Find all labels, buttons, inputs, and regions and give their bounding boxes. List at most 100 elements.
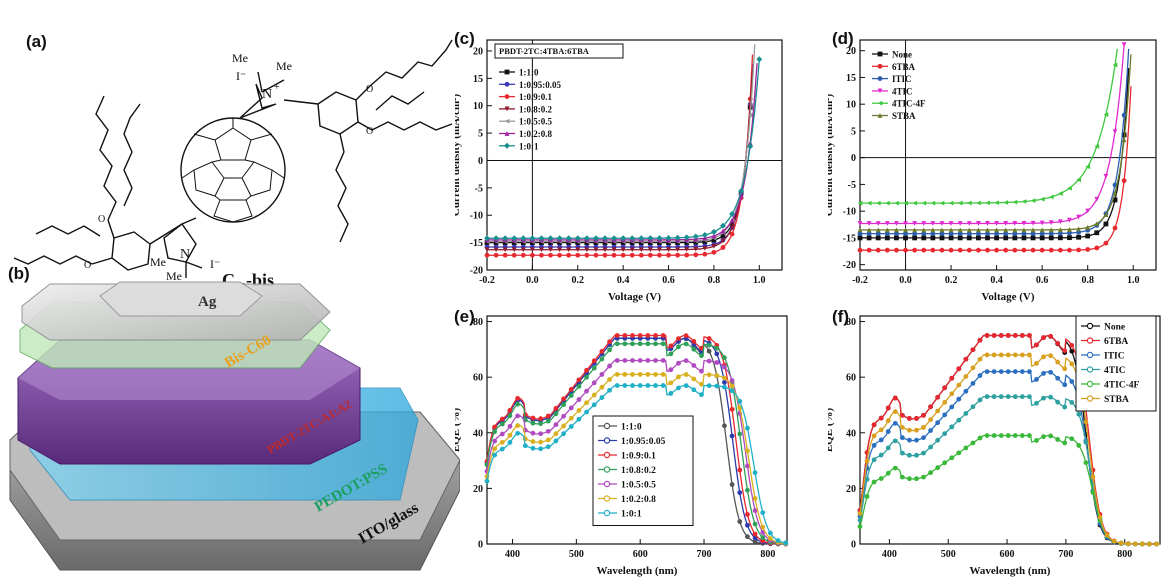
data-point [885,429,891,434]
data-point [1021,231,1027,237]
legend-marker [603,495,611,502]
data-point [921,424,926,430]
data-point [1027,433,1032,438]
data-point [591,402,597,408]
legend-marker [877,113,883,118]
data-point [630,333,635,338]
data-point [1062,382,1068,388]
data-point [921,200,927,206]
data-point [912,235,918,241]
data-point [499,416,505,422]
data-point [1055,375,1061,381]
data-point [939,221,945,226]
data-point [529,252,535,258]
data-point [921,450,926,456]
n-plus-label: N [180,247,190,262]
data-point [1030,220,1036,226]
y-tick-label: 10 [473,101,483,112]
data-point [493,252,499,258]
data-point [985,235,990,241]
legend-label: 1:0.9:0.1 [621,452,656,462]
data-point [1057,191,1063,196]
data-point [1057,247,1063,253]
data-point [1103,221,1109,227]
data-point [539,247,544,253]
data-point [875,235,881,241]
data-point [493,247,499,253]
data-point [970,347,976,353]
n-plus-label: N [262,87,272,102]
data-point [676,385,681,391]
data-point [706,372,712,378]
data-point [502,235,509,242]
data-point [878,452,884,458]
plot-frame [859,39,1157,271]
data-point [871,422,877,428]
data-point [553,431,559,437]
data-point [729,225,735,231]
data-point [599,372,605,377]
data-point [499,446,505,452]
fullerene-cage [180,117,286,223]
benzene-ring-left [111,231,151,271]
me-label: Me [232,51,248,65]
data-point [966,227,972,233]
data-point [729,217,735,223]
data-point [935,420,941,426]
data-point [547,235,554,242]
data-point [857,227,863,233]
data-point [1085,208,1091,214]
data-point [991,369,997,375]
data-point [699,392,704,398]
chart-d-jv: -0.2 0.0 0.2 0.4 0.6 0.8 1.0 -20 -15 -10 -5 0 5 10 15 2… [828,39,1157,303]
data-point [1090,490,1096,495]
data-point [630,383,635,388]
data-point [693,239,699,245]
data-point [737,467,743,473]
data-point [948,247,954,253]
data-point [548,247,553,253]
me-label: Me [150,255,166,269]
data-point [507,413,513,419]
data-point [1055,340,1061,346]
legend-label: STBA [892,111,916,121]
data-point [942,460,948,466]
data-point [985,227,990,233]
data-point [529,235,536,242]
data-point [620,247,626,253]
chart-e-eqe: 400 500 600 700 800 0 20 40 60 80 Wavelength (nm) E… [455,315,789,577]
data-point [507,440,513,445]
data-point [768,530,773,536]
pyrrolidinium-ring-top [239,83,277,119]
data-point [1021,247,1027,253]
x-tick-label: -0.2 [852,275,868,286]
data-point [907,416,912,421]
data-point [637,358,643,363]
data-point [977,356,983,362]
data-point [729,406,735,412]
data-point [599,348,605,354]
data-point [864,494,870,499]
data-point [892,465,898,471]
data-point [903,231,908,237]
y-tick-label: -5 [475,183,483,194]
x-axis-label: Wavelength (nm) [970,565,1051,577]
data-point [1048,353,1053,359]
data-point [538,416,544,422]
data-point [956,382,962,388]
x-tick-label: 800 [1117,549,1132,560]
data-point [871,443,877,448]
data-point [575,252,581,258]
x-tick-label: 600 [1000,549,1015,560]
x-tick-label: 500 [941,549,956,560]
data-point [568,386,574,392]
plot-frame [486,39,783,271]
data-point [706,336,712,341]
data-point [711,249,717,255]
data-point [1041,335,1046,341]
data-point [548,252,553,258]
data-point [1003,227,1009,233]
legend-label: 1:0.8:0.2 [621,466,656,476]
data-point [878,437,884,443]
data-point [928,428,933,433]
